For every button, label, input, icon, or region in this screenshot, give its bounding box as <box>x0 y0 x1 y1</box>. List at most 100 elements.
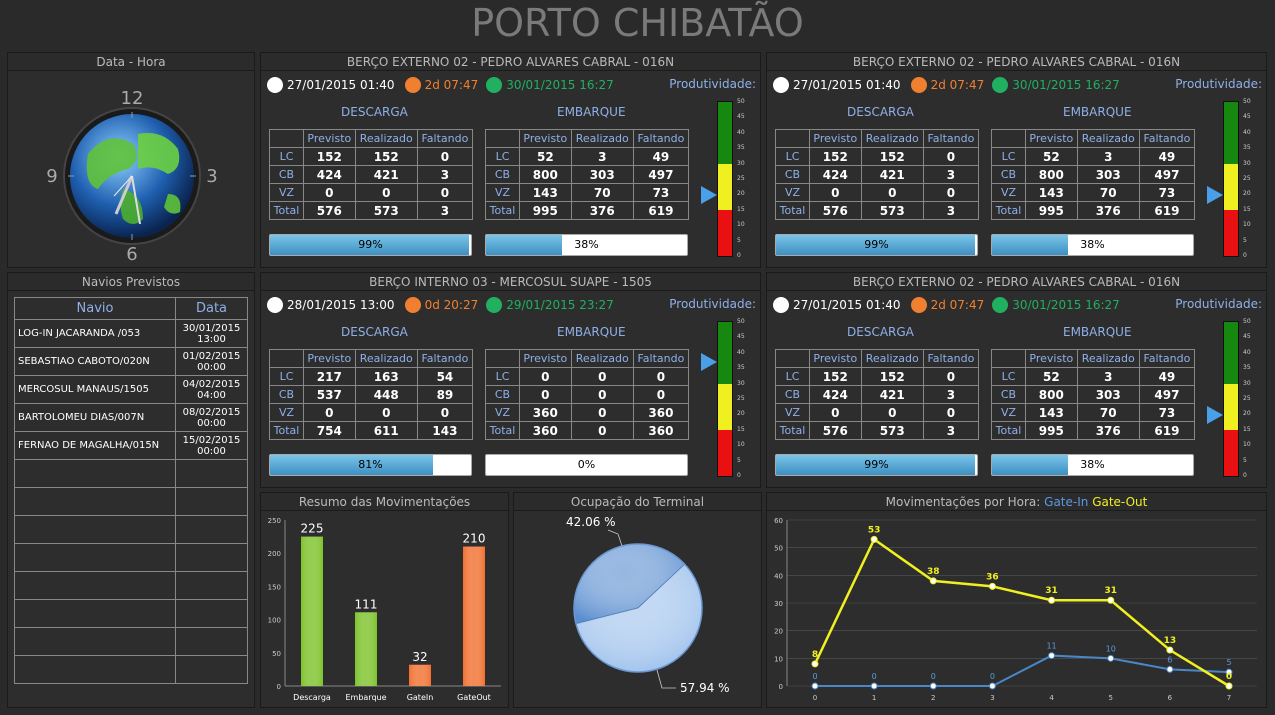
col-header: Faltando <box>922 129 980 148</box>
page-title: PORTO CHIBATÃO <box>471 1 804 45</box>
bar-data-label: 111 <box>355 597 378 611</box>
table-cell: 995 <box>519 201 572 220</box>
row-label: Total <box>485 201 520 220</box>
gauge-tick-label: 0 <box>1243 252 1247 259</box>
table-cell: 143 <box>519 183 572 202</box>
data-label: 10 <box>1106 644 1116 653</box>
col-header: Faltando <box>632 129 690 148</box>
col-header: Previsto <box>1025 129 1078 148</box>
progress-label: 99% <box>358 238 383 251</box>
ship-date: 08/02/2015 00:00 <box>175 403 248 432</box>
data-label: 0 <box>1226 672 1232 682</box>
y-tick-label: 50 <box>272 650 281 658</box>
table-cell: 0 <box>632 367 690 386</box>
gauge-tick-label: 50 <box>1243 98 1251 105</box>
productivity-label: Produtividade: <box>1175 77 1262 91</box>
table-cell: 497 <box>1138 165 1196 184</box>
table-cell: 52 <box>1025 147 1078 166</box>
data-label: 0 <box>812 672 817 681</box>
empty-row <box>14 571 248 600</box>
table-cell: 995 <box>1025 201 1078 220</box>
embarque-table: Previsto Realizado Faltando LC 52 3 49 CB 800 303… <box>991 129 1196 220</box>
table-row: Total 576 573 3 <box>775 421 980 440</box>
row-label: CB <box>775 385 810 404</box>
table-cell: 0 <box>922 183 980 202</box>
table-row: CB 424 421 3 <box>775 165 980 184</box>
table-row: VZ 143 70 73 <box>991 403 1196 422</box>
table-cell: 619 <box>1138 201 1196 220</box>
table-row: CB 424 421 3 <box>775 385 980 404</box>
row-label: LC <box>269 367 304 386</box>
table-cell: 424 <box>809 165 862 184</box>
gauge-tick-label: 20 <box>737 190 745 198</box>
table-cell: 497 <box>632 165 690 184</box>
table-cell: 0 <box>632 385 690 404</box>
data-label: 0 <box>931 672 936 681</box>
start-time: 27/01/2015 01:40 <box>793 298 901 312</box>
table-cell: 217 <box>303 367 356 386</box>
table-cell: 73 <box>1138 183 1196 202</box>
row-label: VZ <box>269 183 304 202</box>
progress-label: 0% <box>577 458 596 471</box>
berth-times: 27/01/2015 01:40 2d 07:47 30/01/2015 16:27 <box>773 75 1263 95</box>
ship-date-time: 00:00 <box>197 417 226 429</box>
row-label: Total <box>485 421 520 440</box>
table-row: CB 0 0 0 <box>485 385 690 404</box>
gauge-tick-label: 0 <box>737 252 741 259</box>
start-time: 27/01/2015 01:40 <box>287 78 395 92</box>
table-cell: 3 <box>922 201 980 220</box>
row-label: LC <box>991 147 1026 166</box>
table-cell: 0 <box>809 183 862 202</box>
y-tick-label: 40 <box>774 572 783 580</box>
table-cell: 0 <box>809 403 862 422</box>
col-header: Realizado <box>354 349 418 368</box>
table-row: CB 537 448 89 <box>269 385 474 404</box>
gauge-tick-label: 25 <box>1243 175 1251 182</box>
list-item: FERNAO DE MAGALHA/015N 15/02/2015 00:00 <box>14 431 248 460</box>
gauge-tick-label: 50 <box>737 318 745 325</box>
row-label: LC <box>775 367 810 386</box>
table-cell: 73 <box>1138 403 1196 422</box>
table-row: Total 995 376 619 <box>485 201 690 220</box>
clock-face: 12 3 6 9 <box>46 88 217 265</box>
row-label: LC <box>269 147 304 166</box>
elapsed-time: 2d 07:47 <box>930 78 985 92</box>
table-row: LC 52 3 49 <box>485 147 690 166</box>
table-cell: 49 <box>1138 147 1196 166</box>
descarga-table: Previsto Realizado Faltando LC 152 152 0 CB 424 4… <box>269 129 474 220</box>
berth-header: BERÇO EXTERNO 02 - PEDRO ALVARES CABRAL … <box>767 273 1266 291</box>
data-point <box>811 660 819 668</box>
table-row: LC 152 152 0 <box>269 147 474 166</box>
descarga-table: Previsto Realizado Faltando LC 152 152 0 CB 424 4… <box>775 129 980 220</box>
y-tick-label: 30 <box>774 600 783 608</box>
data-label: 6 <box>1167 655 1172 664</box>
gauge-tick-label: 0 <box>737 472 741 479</box>
x-tick-label: 3 <box>990 694 994 702</box>
gauge-tick-label: 35 <box>1243 364 1251 372</box>
gauge-tick-label: 30 <box>1243 379 1251 387</box>
clock-hour-hand <box>114 175 134 215</box>
gauge-tick-label: 45 <box>737 333 745 341</box>
table-cell: 49 <box>632 147 690 166</box>
data-point <box>870 535 878 543</box>
productivity-gauge <box>1223 321 1239 477</box>
col-header: Realizado <box>860 349 924 368</box>
embarque-label: EMBARQUE <box>557 325 626 339</box>
col-header: Faltando <box>416 349 474 368</box>
embarque-label: EMBARQUE <box>557 105 626 119</box>
row-label: CB <box>991 385 1026 404</box>
table-cell: 0 <box>354 403 418 422</box>
list-item: MERCOSUL MANAUS/1505 04/02/2015 04:00 <box>14 375 248 404</box>
table-cell: 303 <box>570 165 634 184</box>
bar-shine <box>355 612 377 686</box>
descarga-table: Previsto Realizado Faltando LC 217 163 54 CB 537… <box>269 349 474 440</box>
pie-rim <box>573 543 703 673</box>
table-cell: 0 <box>303 183 356 202</box>
start-dot-icon <box>267 297 283 313</box>
legend-gateout: Gate-Out <box>1092 495 1148 509</box>
data-point <box>1225 682 1233 690</box>
gauge-tick-label: 40 <box>1243 348 1251 356</box>
x-tick-label: 4 <box>1049 694 1054 702</box>
col-navio: Navio <box>14 297 176 320</box>
row-label: Total <box>991 421 1026 440</box>
